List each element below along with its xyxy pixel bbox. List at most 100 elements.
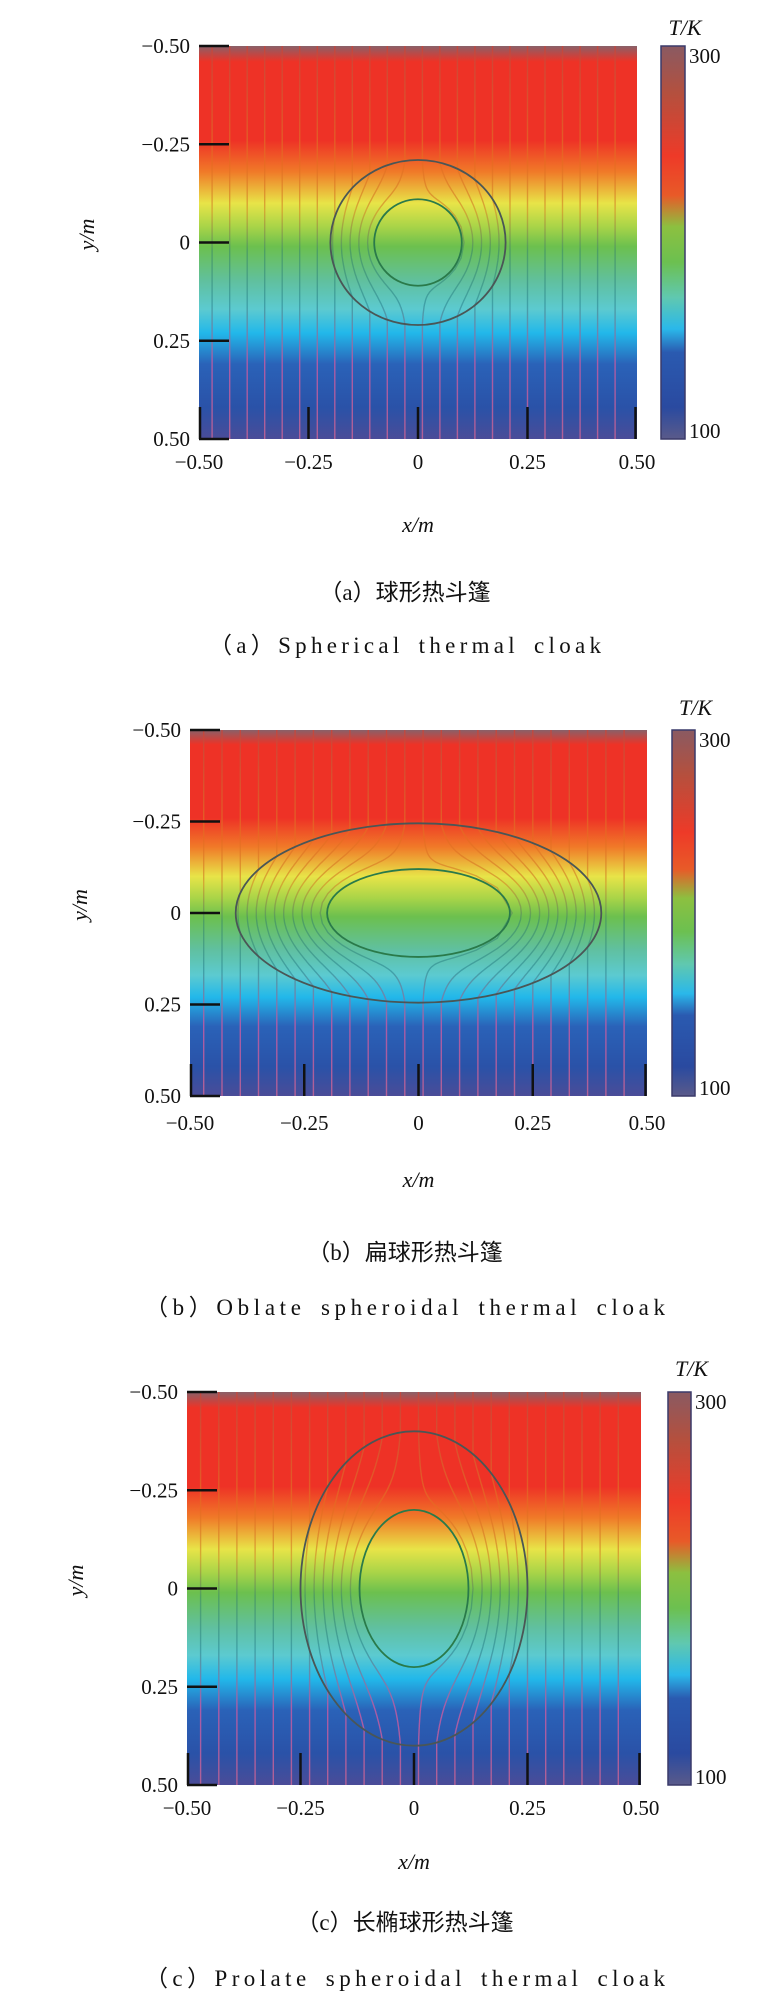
x-tick-label: 0.50 — [619, 450, 656, 474]
streamline — [508, 1392, 520, 1785]
x-tick-label: −0.50 — [163, 1796, 212, 1820]
streamlines — [199, 1392, 619, 1785]
streamline — [237, 730, 241, 1096]
x-tick-label: −0.50 — [166, 1111, 215, 1135]
x-axis-label: x/m — [402, 1167, 435, 1192]
streamline — [349, 46, 371, 439]
colorbar — [660, 45, 686, 440]
streamline — [421, 46, 465, 439]
y-tick-label: 0.25 — [141, 1675, 178, 1699]
streamline — [456, 46, 483, 439]
cloak-inner-boundary — [326, 868, 511, 958]
colorbar — [671, 729, 696, 1097]
y-tick-label: −0.25 — [129, 1478, 178, 1502]
streamline — [366, 46, 406, 439]
y-tick-label: −0.25 — [132, 810, 181, 834]
y-tick-label: −0.25 — [141, 132, 190, 156]
streamline — [313, 1392, 329, 1785]
y-tick-label: 0.50 — [141, 1773, 178, 1797]
streamline — [495, 730, 550, 1096]
streamline — [477, 730, 541, 1096]
streamline — [586, 730, 596, 1096]
streamline — [349, 1392, 402, 1785]
cloak-inner-boundary — [373, 198, 463, 287]
colorbar-label: T/K — [675, 1356, 709, 1381]
y-axis-label: y/m — [74, 219, 99, 253]
colorbar — [667, 1391, 692, 1786]
colorbar-label: T/K — [679, 695, 713, 720]
y-tick-label: 0.50 — [153, 427, 190, 451]
colorbar-label: T/K — [668, 15, 702, 40]
streamline — [550, 730, 577, 1096]
panel-b: −0.50 −0.25 0 0.25 0.50 −0.50 −0.25 0 0.25 0.50 x/… — [67, 695, 731, 1320]
colorbar-max-label: 300 — [699, 728, 731, 752]
streamline — [454, 1392, 492, 1785]
y-tick-label: −0.50 — [132, 718, 181, 742]
colorbar-max-label: 300 — [689, 44, 721, 68]
streamline — [331, 1392, 365, 1785]
streamline — [331, 46, 336, 439]
colorbar-min-label: 100 — [695, 1765, 727, 1789]
streamline — [273, 730, 315, 1096]
colorbar-min-label: 100 — [699, 1076, 731, 1100]
streamline — [301, 730, 369, 1096]
streamline — [340, 1392, 383, 1785]
y-tick-label: 0.50 — [144, 1084, 181, 1108]
y-tick-label: 0 — [171, 901, 182, 925]
x-tick-label: 0.50 — [629, 1111, 666, 1135]
streamline — [340, 46, 353, 439]
x-tick-label: 0.25 — [509, 1796, 546, 1820]
streamline — [246, 730, 260, 1096]
x-tick-label: 0.25 — [509, 450, 546, 474]
streamline — [439, 46, 474, 439]
x-tick-label: −0.25 — [284, 450, 333, 474]
streamline — [322, 1392, 347, 1785]
y-axis-label: y/m — [63, 1565, 88, 1599]
temperature-field — [199, 46, 637, 439]
streamline — [513, 730, 559, 1096]
streamline — [358, 46, 388, 439]
y-tick-label: 0.25 — [153, 329, 190, 353]
x-tick-label: −0.25 — [280, 1111, 329, 1135]
temperature-field — [187, 1392, 641, 1785]
streamline — [491, 46, 500, 439]
x-axis-label: x/m — [401, 512, 434, 537]
streamline — [568, 730, 586, 1096]
x-tick-label: 0 — [413, 450, 424, 474]
streamline — [264, 730, 296, 1096]
streamline — [283, 730, 333, 1096]
x-tick-label: 0.50 — [623, 1796, 660, 1820]
x-tick-label: −0.25 — [276, 1796, 325, 1820]
colorbar-min-label: 100 — [689, 419, 721, 443]
streamline — [319, 730, 406, 1096]
x-tick-label: 0 — [413, 1111, 424, 1135]
streamline — [474, 46, 491, 439]
x-tick-label: −0.50 — [175, 450, 224, 474]
streamline — [255, 730, 278, 1096]
y-tick-label: −0.50 — [129, 1380, 178, 1404]
y-tick-label: 0 — [180, 231, 191, 255]
streamline — [532, 730, 568, 1096]
caption-english: （a）Spherical thermal cloak — [209, 633, 602, 658]
caption-chinese: （c）长椭球形热斗篷 — [296, 1910, 513, 1935]
caption-chinese: （b）扁球形热斗篷 — [307, 1240, 503, 1265]
caption-english: （b）Oblate spheroidal thermal cloak — [145, 1295, 666, 1320]
cloak-outer-boundary — [329, 159, 507, 326]
streamline — [422, 730, 514, 1096]
streamline — [436, 1392, 483, 1785]
streamline — [310, 730, 388, 1096]
cloak-outer-boundary — [299, 1430, 529, 1747]
y-tick-label: 0.25 — [144, 993, 181, 1017]
streamline — [440, 730, 523, 1096]
streamline — [417, 1392, 474, 1785]
streamlines — [203, 730, 625, 1096]
y-tick-label: −0.50 — [141, 34, 190, 58]
cloak-inner-boundary — [358, 1509, 470, 1669]
streamlines — [211, 46, 616, 439]
streamline — [304, 1392, 311, 1785]
streamline — [490, 1392, 510, 1785]
x-tick-label: 0 — [409, 1796, 420, 1820]
